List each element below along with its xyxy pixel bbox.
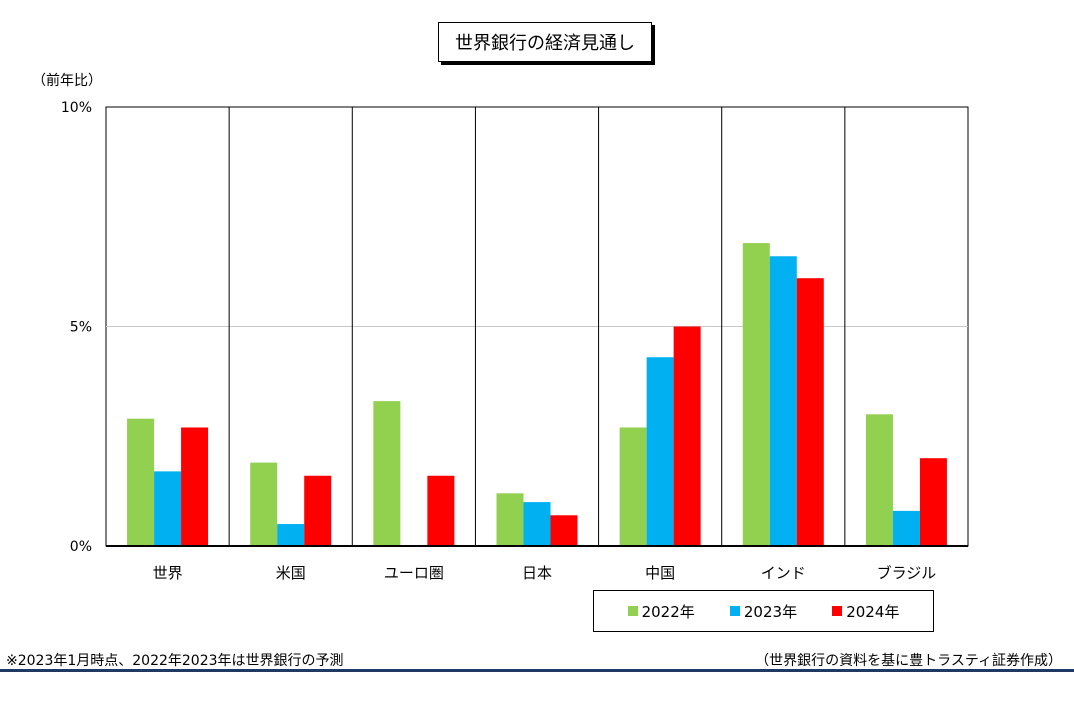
bar-2023年-ブラジル xyxy=(892,510,920,546)
bar-2022年-米国 xyxy=(250,462,278,546)
bar-2024年-日本 xyxy=(550,515,578,546)
bar-2024年-米国 xyxy=(304,475,332,546)
legend-swatch-2024 xyxy=(832,606,843,616)
bottom-divider xyxy=(0,669,1074,672)
bar-2024年-中国 xyxy=(673,326,701,546)
bar-2022年-日本 xyxy=(496,493,524,546)
legend-label-2023: 2023年 xyxy=(743,602,798,621)
legend-item-2022: 2022年 xyxy=(627,601,695,622)
x-tick-label: ユーロ圏 xyxy=(384,564,444,582)
x-tick-label: 中国 xyxy=(645,564,675,582)
bar-2023年-インド xyxy=(769,256,797,546)
bar-2022年-インド xyxy=(742,243,770,546)
x-tick-label: 世界 xyxy=(153,564,183,582)
bar-2023年-世界 xyxy=(154,471,182,546)
legend-item-2024: 2024年 xyxy=(832,601,899,622)
footnote: ※2023年1月時点、2022年2023年は世界銀行の予測 xyxy=(6,653,344,669)
bar-2024年-世界 xyxy=(181,427,209,546)
bar-2024年-ブラジル xyxy=(919,458,947,546)
bar-2024年-ユーロ圏 xyxy=(427,475,455,546)
chart-title: 世界銀行の経済見通し xyxy=(438,22,652,62)
bar-2024年-インド xyxy=(796,278,824,546)
y-tick-label: 10% xyxy=(61,100,92,116)
x-tick-label: 米国 xyxy=(276,564,306,582)
x-tick-label: ブラジル xyxy=(877,564,937,582)
x-tick-label: 日本 xyxy=(522,564,552,582)
y-tick-label: 0% xyxy=(70,539,92,555)
legend-swatch-2022 xyxy=(627,606,638,616)
legend-swatch-2023 xyxy=(729,606,740,616)
bar-2023年-中国 xyxy=(646,357,674,546)
chart-legend: 2022年 2023年 2024年 xyxy=(593,590,934,632)
bar-2022年-世界 xyxy=(127,418,155,546)
bar-2022年-中国 xyxy=(619,427,647,546)
legend-item-2023: 2023年 xyxy=(729,601,798,622)
legend-label-2022: 2022年 xyxy=(641,602,695,621)
source-note: （世界銀行の資料を基に豊トラスティ証券作成） xyxy=(755,653,1062,669)
legend-label-2024: 2024年 xyxy=(846,602,900,621)
x-tick-label: インド xyxy=(761,564,806,582)
bar-2022年-ブラジル xyxy=(865,414,893,546)
y-axis-unit-label: （前年比） xyxy=(32,73,102,89)
y-tick-label: 5% xyxy=(70,320,92,336)
bar-2022年-ユーロ圏 xyxy=(373,401,401,546)
bar-2023年-日本 xyxy=(523,502,551,546)
bar-2023年-米国 xyxy=(277,524,305,546)
